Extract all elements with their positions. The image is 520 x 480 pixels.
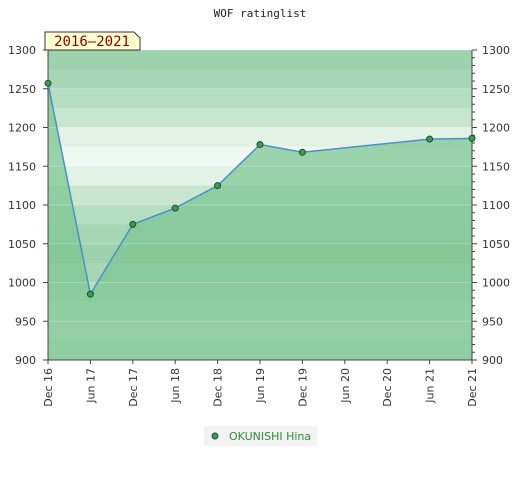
data-point	[171, 204, 179, 212]
y-tick-label-left: 1000	[8, 277, 36, 290]
date-range-label: 2016–2021	[54, 34, 130, 50]
data-point	[129, 220, 137, 228]
x-tick-label: Jun 20	[339, 368, 352, 404]
y-tick-label-right: 950	[482, 315, 503, 328]
area-path	[48, 83, 472, 360]
y-tick-label-left: 950	[15, 315, 36, 328]
legend: OKUNISHI Hina	[204, 426, 317, 446]
y-tick-label-right: 1000	[482, 277, 510, 290]
x-axis-ticks: Dec 16 Jun 17 Dec 17 Jun 18 Dec 18 Jun 19 Dec …	[42, 360, 479, 407]
area-fill	[48, 83, 472, 360]
data-point	[468, 134, 476, 142]
bg-band	[48, 50, 472, 70]
bg-band	[48, 69, 472, 90]
y-tick-label-left: 1250	[8, 83, 36, 96]
y-tick-label-right: 1300	[482, 44, 510, 57]
bg-band	[48, 127, 472, 148]
data-point	[44, 79, 52, 87]
y-tick-label-right: 1250	[482, 83, 510, 96]
legend-label: OKUNISHI Hina	[229, 430, 311, 443]
data-point	[256, 141, 264, 149]
x-tick-label: Dec 17	[127, 368, 140, 407]
series-points	[44, 79, 476, 298]
y-tick-label-right: 1100	[482, 199, 510, 212]
chart-title: WOF ratinglist	[214, 7, 307, 20]
y-tick-label-right: 900	[482, 354, 503, 367]
y-tick-label-left: 1200	[8, 122, 36, 135]
y-tick-label-left: 1300	[8, 44, 36, 57]
x-tick-label: Dec 16	[42, 368, 55, 407]
data-point	[426, 135, 434, 143]
x-tick-label: Jun 19	[254, 368, 267, 404]
x-tick-label: Dec 19	[296, 368, 309, 407]
y-tick-label-left: 1150	[8, 160, 36, 173]
data-point	[214, 182, 222, 190]
y-axis-left-ticks: 900 950 1000 1050 1100 1150 1200 1250 1300	[8, 44, 48, 367]
y-tick-label-left: 900	[15, 354, 36, 367]
data-point	[86, 290, 94, 298]
y-tick-label-right: 1150	[482, 160, 510, 173]
y-tick-label-left: 1050	[8, 238, 36, 251]
legend-marker	[211, 432, 219, 440]
date-range-badge: 2016–2021	[44, 31, 141, 51]
x-tick-label: Dec 21	[466, 368, 479, 407]
y-axis-right-ticks: 900 950 1000 1050 1100 1150 1200 1250 1300	[482, 44, 510, 367]
bg-band	[48, 88, 472, 109]
bg-band	[48, 108, 472, 128]
x-tick-label: Jun 18	[169, 368, 182, 404]
y-tick-label-left: 1100	[8, 199, 36, 212]
x-tick-label: Dec 18	[212, 368, 225, 407]
y-tick-label-right: 1200	[482, 122, 510, 135]
x-tick-label: Jun 21	[424, 368, 437, 404]
x-tick-label: Jun 17	[84, 368, 97, 404]
data-point	[298, 148, 306, 156]
x-tick-label: Dec 20	[381, 368, 394, 407]
y-tick-label-right: 1050	[482, 238, 510, 251]
